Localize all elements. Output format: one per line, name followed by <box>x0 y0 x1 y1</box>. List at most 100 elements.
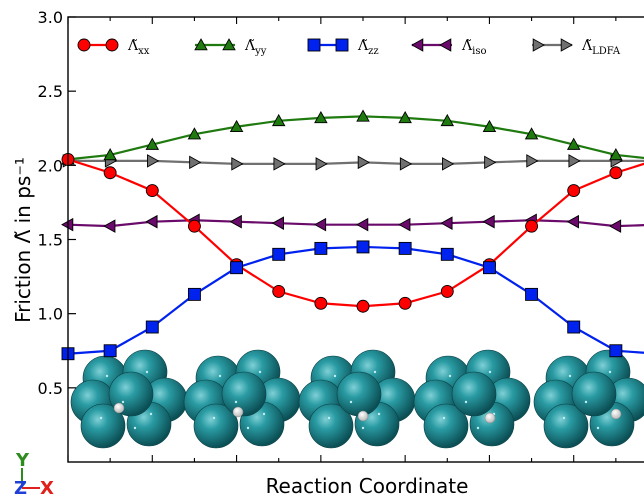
legend-item-yy: Λ̃yy <box>194 38 267 57</box>
data-point <box>398 296 412 310</box>
series-xx <box>61 152 644 313</box>
adsorbate-atom <box>610 408 622 420</box>
lattice-site <box>246 426 250 430</box>
data-point <box>145 214 158 229</box>
data-point <box>315 157 328 171</box>
data-point <box>560 38 573 52</box>
data-point <box>567 184 581 198</box>
data-point <box>566 137 581 150</box>
series-layer <box>61 109 644 361</box>
lattice-site <box>584 400 588 404</box>
data-point <box>187 287 201 301</box>
data-point <box>524 127 539 140</box>
slab-structure <box>70 349 188 449</box>
lattice-site <box>145 370 149 374</box>
legend-label: Λ̃zz <box>357 38 379 57</box>
data-point <box>482 119 497 133</box>
data-point <box>356 299 370 313</box>
lattice-site <box>133 426 137 430</box>
data-point <box>442 157 455 171</box>
data-point <box>229 214 242 229</box>
metal-atom <box>336 371 382 417</box>
legend-label: Λ̃yy <box>244 38 267 57</box>
lattice-site <box>562 416 566 420</box>
y-tick-label: 0.5 <box>38 379 63 398</box>
lattice-site <box>105 374 109 378</box>
data-point <box>439 38 452 52</box>
data-point <box>398 110 412 124</box>
data-point <box>335 38 349 52</box>
data-point <box>314 296 328 310</box>
x-indicator-label: X <box>40 478 54 498</box>
series-zz <box>61 240 644 361</box>
lattice-site <box>488 370 492 374</box>
data-point <box>398 241 412 255</box>
data-point <box>189 155 202 170</box>
metal-atom <box>308 403 354 449</box>
data-point <box>440 284 454 298</box>
data-point <box>440 113 455 127</box>
y-indicator-label: Y <box>15 450 30 471</box>
data-point <box>314 241 328 255</box>
metal-atom <box>80 403 126 449</box>
legend-item-zz: Λ̃zz <box>307 38 379 57</box>
data-point <box>482 261 496 275</box>
data-point <box>399 157 413 171</box>
data-point <box>194 38 208 51</box>
data-point <box>103 148 117 161</box>
data-point <box>271 113 286 127</box>
x-axis-ticks <box>67 17 617 462</box>
data-point <box>609 166 623 180</box>
data-point <box>356 240 370 254</box>
data-point <box>230 261 244 275</box>
data-point <box>187 219 201 233</box>
data-point <box>229 119 244 133</box>
metal-atom <box>451 371 497 417</box>
series-line <box>67 115 644 161</box>
metal-atom <box>193 403 239 449</box>
data-point <box>271 216 284 230</box>
data-point <box>482 214 495 229</box>
y-tick-label: 3.0 <box>38 8 63 27</box>
lattice-site <box>212 416 216 420</box>
lattice-site <box>234 400 238 404</box>
data-point <box>567 320 581 334</box>
metal-atom <box>571 371 617 417</box>
data-point <box>187 127 202 140</box>
data-point <box>356 217 369 232</box>
lattice-site <box>349 400 353 404</box>
lattice-site <box>476 426 480 430</box>
y-tick-label: 2.0 <box>38 156 63 175</box>
legend-label: Λ̃iso <box>461 38 486 57</box>
lattice-site <box>377 412 381 416</box>
adsorbate-atom <box>113 402 125 414</box>
adsorbate-atom <box>232 406 244 418</box>
y-axis-label: Friction Λ̃ in ps⁻¹ <box>11 157 35 323</box>
data-point <box>609 344 623 358</box>
data-point <box>411 38 424 52</box>
metal-atom <box>543 403 589 449</box>
lattice-site <box>99 416 103 420</box>
data-point <box>231 157 244 171</box>
data-point <box>145 137 160 150</box>
series-line <box>67 245 644 355</box>
data-point <box>103 344 117 358</box>
data-point <box>222 38 236 51</box>
metal-atom <box>423 403 469 449</box>
lattice-site <box>258 370 262 374</box>
lattice-site <box>327 416 331 420</box>
lattice-site <box>568 374 572 378</box>
x-axis-label: Reaction Coordinate <box>266 474 469 498</box>
slab-structure <box>533 349 644 449</box>
data-point <box>103 166 117 180</box>
legend-label: Λ̃xx <box>127 38 150 57</box>
legend-item-LDFA: Λ̃LDFA <box>532 38 621 57</box>
slab-structure <box>183 349 301 449</box>
lattice-site <box>464 400 468 404</box>
lattice-site <box>333 374 337 378</box>
data-point <box>103 219 116 233</box>
slab-structure <box>298 349 416 449</box>
data-point <box>314 110 328 124</box>
metal-atom <box>221 371 267 417</box>
series-LDFA <box>62 154 644 171</box>
